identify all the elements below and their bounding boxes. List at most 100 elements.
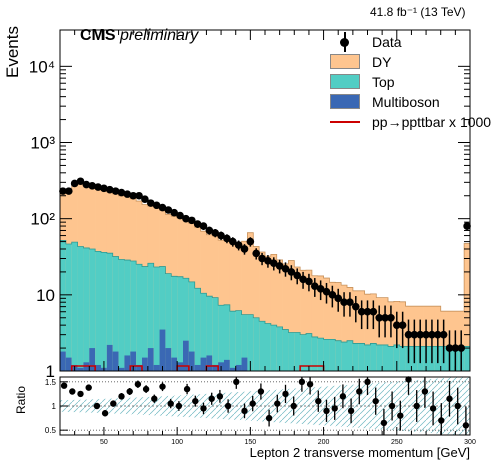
legend-symbol [330,114,360,130]
multiboson-bar [60,351,67,371]
y-tick-label: 10² [30,210,55,229]
y-tick-label: 10³ [30,134,55,153]
ratio-point [413,402,420,410]
dy-bar [229,242,237,371]
multiboson-bar [159,329,166,371]
ratio-point [69,388,76,395]
legend-swatch [330,74,360,89]
ratio-point [167,400,174,407]
data-point [398,321,407,329]
top-bar [112,256,119,371]
top-bar [212,297,219,371]
ratio-point [101,410,109,417]
top-bar [124,260,131,371]
ratio-point [282,390,289,398]
data-point [451,344,460,352]
y-tick-label: 10⁴ [29,57,55,76]
data-point [439,330,448,339]
top-bar [159,266,166,371]
multiboson-bar [206,355,213,371]
data-point [433,330,442,339]
data-point [392,321,401,329]
ratio-point [126,388,133,395]
top-bar [136,264,143,371]
multiboson-bar [229,367,237,371]
data-point [117,188,126,197]
top-bar [399,346,406,371]
top-bar [165,273,172,371]
top-bar [71,242,78,371]
data-point [123,190,132,198]
data-point [164,206,173,214]
top-bar [130,261,137,371]
legend-swatch [330,94,360,109]
top-bar [60,240,67,371]
top-bar [393,344,401,371]
dy-bar [276,259,283,371]
multiboson-bar [77,367,84,371]
top-bar [376,344,383,371]
ratio-point [85,384,92,391]
top-bar [235,310,242,371]
top-bar [241,314,248,371]
data-point [228,237,237,246]
x-tick-label: 250 [391,439,403,446]
dy-bar [464,243,471,371]
dy-bar [364,294,371,371]
legend-label: pp→ppttbar x 1000 [372,114,492,130]
multiboson-bar [212,364,219,371]
ratio-point [315,397,322,405]
data-point [59,187,67,195]
top-bar [65,243,73,371]
top-bar [358,343,365,371]
dy-bar [282,263,289,371]
data-point [340,298,348,307]
ratio-point [290,402,297,410]
data-point [363,307,372,316]
legend-symbol [330,32,360,52]
dy-bar [358,290,365,371]
legend-symbol [330,54,360,70]
dy-bar [300,270,307,371]
top-bar [388,346,395,371]
dy-bar [253,246,260,371]
data-point [410,330,419,339]
legend-label: Data [372,34,402,50]
data-point [316,285,325,293]
data-point [94,183,102,191]
multiboson-bar [194,364,201,371]
top-bar [270,325,278,371]
data-point [264,256,272,265]
ratio-point [151,395,158,402]
x-tick-label: 100 [171,439,183,446]
data-point [152,201,161,210]
dy-bar [235,244,242,371]
top-bar [142,266,149,371]
top-bar [370,343,377,371]
ratio-point [200,405,207,412]
ratio-point [388,402,396,410]
top-bar [294,332,301,371]
data-point [246,237,255,246]
legend-entry: DY [330,52,491,72]
top-bar [200,293,207,371]
multiboson-bar [183,340,190,371]
dy-bar [241,241,248,371]
top-bar [229,311,237,371]
ratio-point [77,390,84,398]
legend-line [330,121,360,123]
data-point [457,344,466,352]
data-point [158,203,167,212]
dy-bar [370,293,377,371]
top-bar [276,326,283,371]
dy-bar [259,252,266,371]
data-point [88,182,97,190]
ratio-point [159,383,166,390]
data-point [287,268,296,276]
top-bar [77,246,84,371]
data-point [64,187,73,195]
dy-bar [317,275,324,371]
ratio-point [364,378,371,386]
ratio-point [347,407,355,415]
ratio-point [274,400,281,407]
